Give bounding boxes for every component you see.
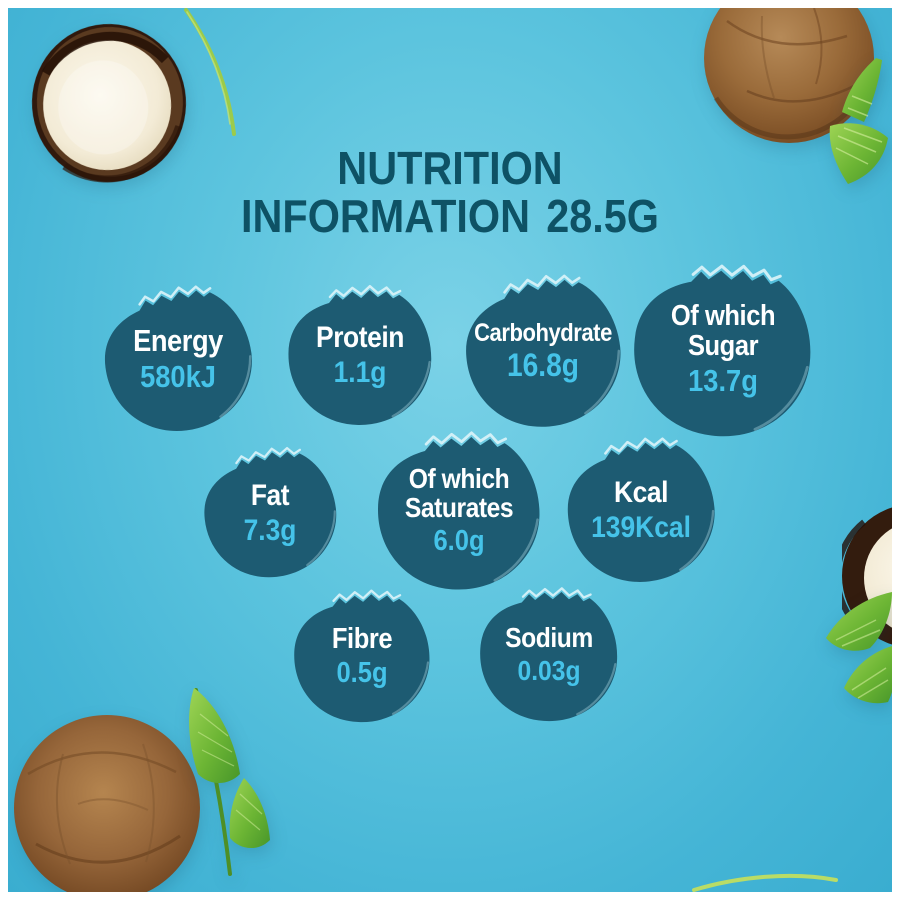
- nutrient-value: 580kJ: [140, 358, 216, 394]
- palm-leaf-bottom-left-image: [189, 688, 270, 876]
- nutrient-value: 16.8g: [506, 346, 579, 383]
- nutrient-bubble-protein: Protein 1.1g: [284, 276, 436, 429]
- nutrient-label-line2: Saturates: [404, 492, 514, 524]
- nutrient-label: Kcal: [613, 476, 669, 510]
- nutrient-label-line1: Of which: [408, 463, 510, 495]
- nutrient-value: 1.1g: [333, 355, 387, 389]
- whole-coconut-bottom-left-image: [14, 715, 200, 892]
- palm-leaf-right-image: [826, 592, 892, 704]
- nutrient-bubble-sodium: Sodium 0.03g: [473, 578, 625, 728]
- nutrient-label-line2: Sugar: [687, 330, 759, 363]
- nutrient-bubble-fibre: Fibre 0.5g: [290, 581, 434, 726]
- nutrient-value: 6.0g: [433, 524, 485, 557]
- nutrient-bubble-kcal: Kcal 139Kcal: [562, 429, 720, 587]
- nutrient-label: Energy: [133, 323, 223, 359]
- title-line1: NUTRITION: [337, 142, 563, 194]
- whole-coconut-top-right-image: [704, 8, 874, 143]
- nutrient-value: 7.3g: [243, 513, 297, 547]
- nutrient-value: 0.03g: [517, 654, 581, 686]
- nutrient-bubble-fat: Fat 7.3g: [197, 440, 343, 584]
- title-line2: INFORMATION 28.5G: [52, 192, 848, 240]
- nutrient-value: 13.7g: [688, 362, 758, 398]
- nutrient-label: Fibre: [331, 623, 393, 656]
- nutrient-bubble-energy: Energy 580kJ: [96, 278, 261, 440]
- page-title: NUTRITION INFORMATION 28.5G: [52, 144, 848, 240]
- infographic-background: NUTRITION INFORMATION 28.5G Energy 580kJ P…: [8, 8, 892, 892]
- grass-blade-top-left-image: [184, 8, 236, 136]
- nutrient-label: Fat: [250, 479, 290, 513]
- nutrient-value: 0.5g: [336, 656, 388, 689]
- nutrient-label: Protein: [316, 321, 404, 355]
- palm-leaf-top-right-image: [829, 58, 888, 184]
- nutrient-label-line1: Of which: [670, 300, 776, 333]
- nutrient-label: Carbohydrate: [474, 318, 612, 347]
- nutrient-label: Sodium: [505, 622, 593, 654]
- nutrient-value: 139Kcal: [591, 510, 691, 544]
- serving-size: 28.5G: [546, 190, 659, 242]
- grass-blade-bottom-image: [692, 873, 838, 892]
- nutrient-bubble-sugar: Of which Sugar 13.7g: [621, 251, 824, 450]
- half-coconut-top-left-image: [31, 24, 187, 183]
- nutrient-bubble-carbohydrate: Carbohydrate 16.8g: [459, 266, 627, 434]
- title-line2-word: INFORMATION: [241, 190, 531, 242]
- nutrient-bubble-saturates: Of which Saturates 6.0g: [372, 421, 546, 596]
